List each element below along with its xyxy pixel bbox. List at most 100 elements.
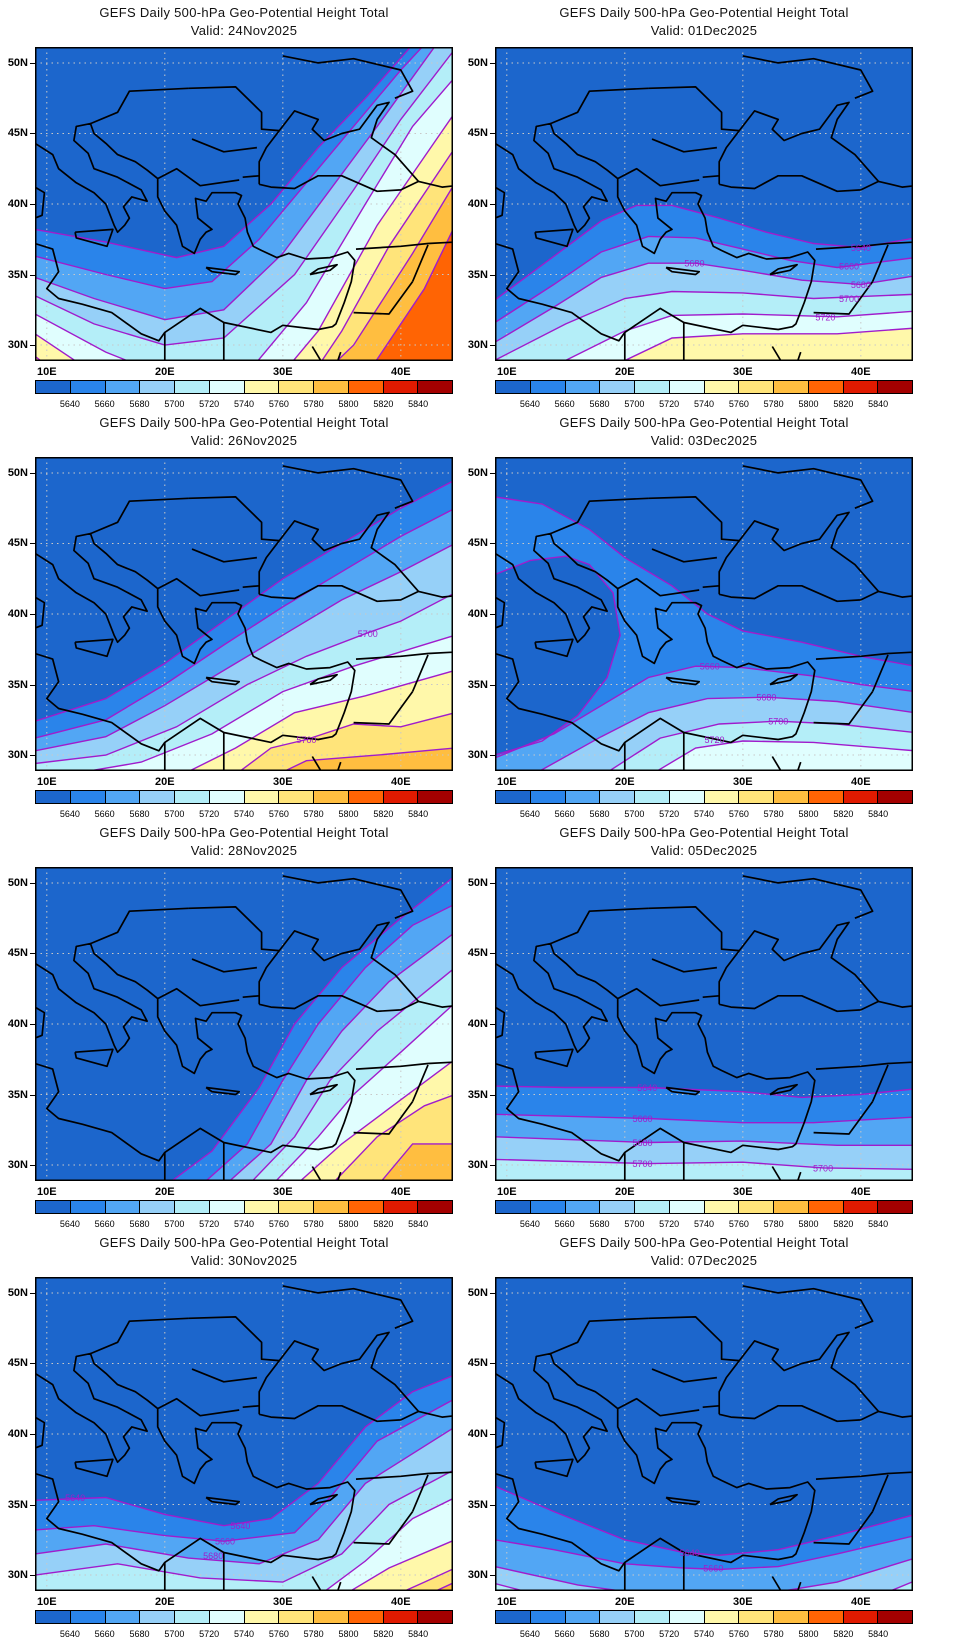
lon-label: 20E <box>155 366 175 378</box>
coastline <box>550 1317 649 1355</box>
lat-label: 50N <box>7 1286 28 1299</box>
colorbar-swatch <box>878 1611 912 1623</box>
colorbar-swatch <box>140 1201 175 1213</box>
coastline <box>796 761 802 771</box>
lat-tick <box>490 1434 495 1435</box>
lon-label: 10E <box>497 1186 517 1198</box>
lat-tick <box>30 882 35 884</box>
contour-label: 5680 <box>684 259 704 269</box>
colorbar-label: 5640 <box>59 1219 80 1229</box>
contour-line <box>495 1136 913 1146</box>
coastline <box>258 921 420 1013</box>
coastline <box>309 263 338 276</box>
colorbar-label: 5760 <box>268 1219 289 1229</box>
coastline <box>718 1331 880 1423</box>
colorbar-label: 5700 <box>624 399 645 409</box>
lat-label: 50N <box>467 876 488 889</box>
lon-label: 30E <box>733 1186 753 1198</box>
colorbar-swatch <box>244 381 280 393</box>
coastline <box>353 281 414 315</box>
colorbar-swatch <box>774 381 809 393</box>
colorbar-swatch <box>418 381 452 393</box>
coastline <box>495 186 506 219</box>
height-band-fill <box>35 115 453 361</box>
coastline <box>813 1101 874 1135</box>
colorbar-label: 5640 <box>59 399 80 409</box>
lon-label: 30E <box>273 1186 293 1198</box>
lon-label: 10E <box>497 366 517 378</box>
lat-label: 45N <box>467 947 488 960</box>
contour-line <box>562 310 913 361</box>
colorbar-label: 5760 <box>728 1219 749 1229</box>
colorbar-swatch <box>669 1201 705 1213</box>
panel-valid-date: Valid: 26Nov2025 <box>190 433 298 448</box>
lat-tick <box>30 345 35 347</box>
coastline <box>205 266 241 276</box>
coastline <box>188 906 280 952</box>
lat-label: 45N <box>7 1357 28 1370</box>
lon-label: 20E <box>155 776 175 788</box>
colorbar-swatch <box>739 791 774 803</box>
coastline <box>191 138 258 153</box>
colorbar-label: 5720 <box>199 1629 220 1639</box>
contour-line <box>495 1535 913 1571</box>
lat-tick <box>490 472 495 474</box>
coastline <box>191 958 258 973</box>
coastline <box>871 244 889 282</box>
coastline <box>157 577 240 597</box>
colorbar-swatch <box>70 381 106 393</box>
geopotential-height-map: 5700 5760 <box>35 457 453 771</box>
lon-label: 20E <box>615 366 635 378</box>
coastline <box>665 266 701 276</box>
contour-line <box>35 1374 453 1527</box>
coastline <box>534 1048 574 1068</box>
coastline <box>355 241 453 250</box>
colorbar-label: 5800 <box>798 809 819 819</box>
contour-line <box>187 670 453 771</box>
lon-label: 10E <box>37 1596 57 1608</box>
coastline <box>90 497 189 535</box>
colorbar-label: 5840 <box>868 809 889 819</box>
colorbar-label: 5820 <box>373 399 394 409</box>
colorbar-swatch <box>418 1611 452 1623</box>
colorbar-label: 5820 <box>373 1219 394 1229</box>
colorbar-swatch <box>635 791 670 803</box>
colorbar-label: 5700 <box>624 1219 645 1229</box>
height-band-fill <box>623 328 913 361</box>
lat-label: 35N <box>467 678 488 691</box>
coastline <box>282 1285 414 1329</box>
colorbar-label: 5720 <box>659 1629 680 1639</box>
panel-title: GEFS Daily 500-hPa Geo-Potential Height … <box>559 825 849 840</box>
colorbar-label: 5780 <box>763 1219 784 1229</box>
colorbar-swatch <box>635 381 670 393</box>
colorbar-label: 5740 <box>693 1219 715 1229</box>
map-panel: GEFS Daily 500-hPa Geo-Potential Height … <box>0 1230 504 1640</box>
colorbar-swatch <box>140 791 175 803</box>
colorbar-swatch <box>244 1201 280 1213</box>
coastline <box>311 1576 322 1591</box>
colorbar-label: 5720 <box>199 809 220 819</box>
lat-tick <box>490 274 495 276</box>
colorbar-label: 5820 <box>833 399 854 409</box>
colorbar <box>35 790 453 804</box>
colorbar-swatch <box>418 1201 452 1213</box>
contour-line <box>495 1085 913 1099</box>
coastline <box>90 907 189 945</box>
map-frame <box>495 867 913 1181</box>
geopotential-height-map <box>35 47 453 361</box>
colorbar-label: 5840 <box>408 1219 429 1229</box>
colorbar-swatch <box>140 1611 175 1623</box>
colorbar-label: 5680 <box>129 399 150 409</box>
colorbar-label: 5660 <box>554 809 575 819</box>
colorbar-swatch <box>36 1201 71 1213</box>
contour-line <box>35 78 453 361</box>
height-band-fill <box>35 1470 453 1591</box>
lat-tick <box>490 684 495 686</box>
coastline <box>336 1581 342 1591</box>
contour-line <box>495 235 913 324</box>
coastline <box>74 228 114 248</box>
colorbar-label: 5660 <box>94 1629 115 1639</box>
panel-title: GEFS Daily 500-hPa Geo-Potential Height … <box>559 5 849 20</box>
contour-line <box>434 1582 453 1591</box>
lat-tick <box>30 1024 35 1025</box>
